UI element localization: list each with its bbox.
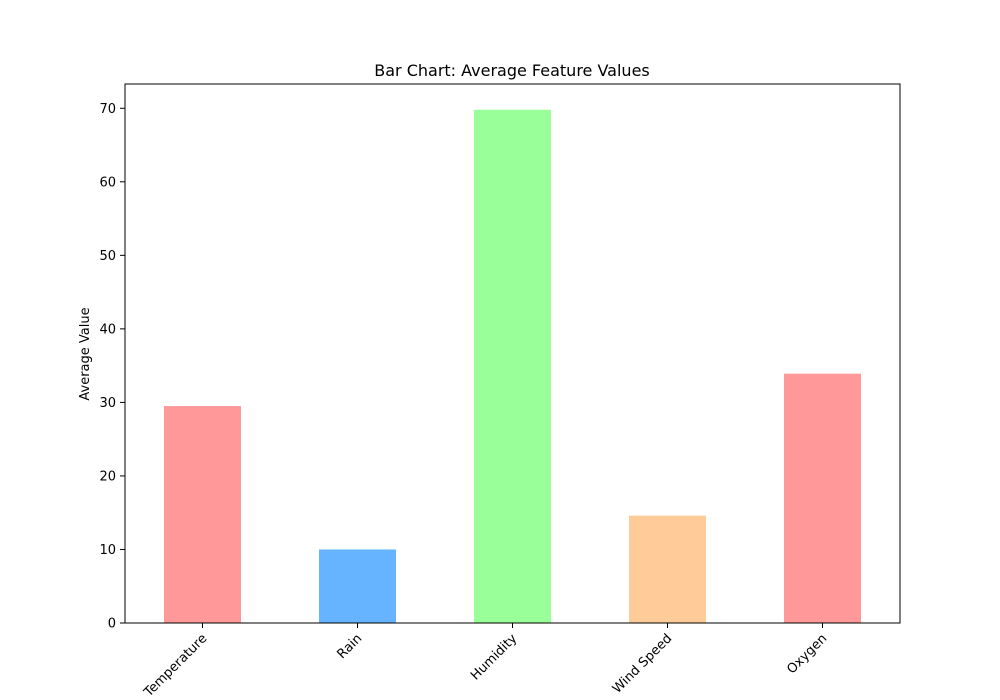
bar-wind-speed bbox=[629, 515, 706, 623]
bar-humidity bbox=[474, 109, 551, 624]
y-tick-label: 60 bbox=[99, 175, 116, 190]
x-tick-label: Oxygen bbox=[784, 631, 830, 677]
bar-temperature bbox=[164, 406, 241, 623]
y-tick-label: 10 bbox=[99, 543, 116, 558]
y-tick-label: 50 bbox=[99, 249, 116, 264]
y-tick-label: 20 bbox=[99, 469, 116, 484]
y-tick-label: 30 bbox=[99, 396, 116, 411]
x-axis-ticks: Temperature Rain Humidity Wind Speed Oxygen bbox=[141, 623, 830, 700]
chart-title: Bar Chart: Average Feature Values bbox=[374, 61, 650, 80]
y-tick-label: 70 bbox=[99, 102, 116, 117]
y-tick-label: 0 bbox=[108, 617, 116, 632]
bar-rain bbox=[319, 549, 396, 623]
bars-group bbox=[164, 109, 861, 624]
bar-oxygen bbox=[784, 373, 861, 623]
y-axis-label: Average Value bbox=[78, 307, 93, 400]
x-tick-label: Temperature bbox=[141, 631, 211, 700]
y-tick-label: 40 bbox=[99, 322, 116, 337]
x-tick-label: Wind Speed bbox=[610, 631, 675, 696]
x-tick-label: Rain bbox=[335, 631, 366, 662]
x-tick-label: Humidity bbox=[468, 631, 521, 684]
plot-frame bbox=[124, 83, 901, 624]
y-axis-ticks: 0 10 20 30 40 50 60 70 bbox=[99, 102, 125, 632]
